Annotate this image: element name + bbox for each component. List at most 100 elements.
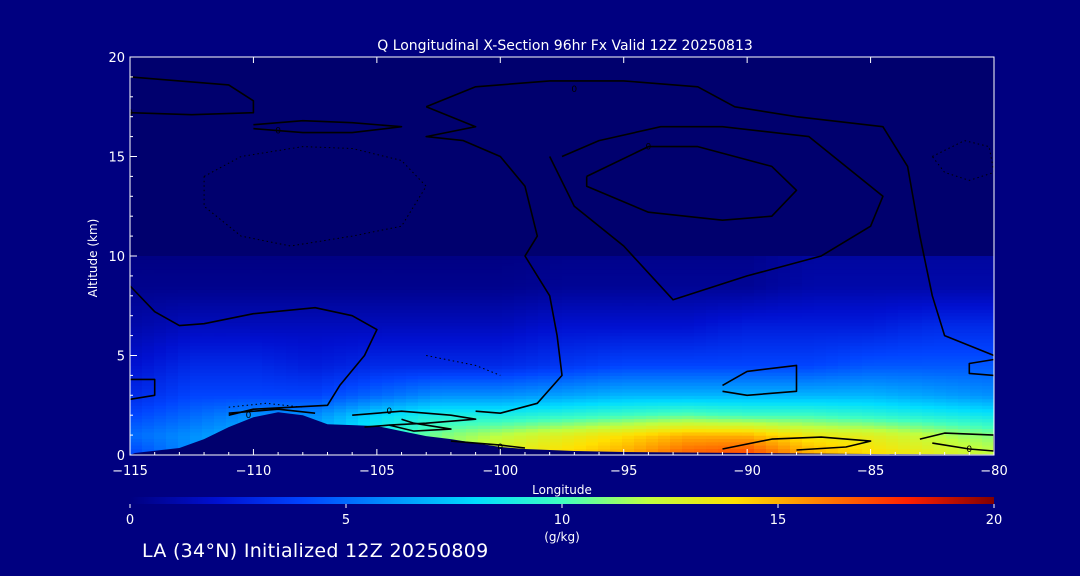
heat-cell: [634, 325, 647, 330]
heat-cell: [394, 335, 407, 340]
heat-cell: [802, 368, 815, 373]
heat-cell: [394, 269, 407, 274]
heat-cell: [850, 315, 863, 320]
heat-cell: [250, 312, 263, 317]
heat-cell: [406, 289, 419, 294]
heat-cell: [658, 262, 671, 267]
heat-cell: [910, 431, 923, 436]
heat-cell: [886, 289, 899, 294]
heat-cell: [406, 372, 419, 376]
heat-cell: [562, 282, 575, 287]
heat-cell: [910, 441, 923, 446]
heat-cell: [634, 292, 647, 297]
terrain: [130, 412, 994, 455]
heat-cell: [910, 392, 923, 396]
heat-cell: [538, 355, 551, 360]
heat-cell: [322, 368, 335, 373]
heat-cell: [958, 259, 971, 264]
heat-cell: [382, 259, 395, 264]
heat-cell: [910, 292, 923, 297]
heat-cell: [226, 398, 239, 403]
heat-cell: [598, 325, 611, 330]
heat-cell: [178, 335, 191, 340]
heat-cell: [370, 368, 383, 373]
heat-cell: [442, 352, 455, 357]
heat-cell: [826, 348, 839, 353]
heat-cell: [682, 312, 695, 317]
y-tick-label: 10: [108, 250, 125, 265]
heat-cell: [166, 285, 179, 290]
heat-cell: [562, 392, 575, 396]
heat-cell: [754, 441, 767, 446]
heat-cell: [766, 256, 779, 260]
heat-cell: [310, 269, 323, 274]
heat-cell: [934, 332, 947, 337]
heat-cell: [634, 312, 647, 317]
heat-cell: [142, 275, 155, 280]
heat-cell: [154, 348, 167, 353]
heat-cell: [814, 365, 827, 370]
heat-cell: [382, 365, 395, 370]
heat-cell: [502, 292, 515, 297]
x-tick-label: −85: [857, 464, 884, 479]
heat-cell: [874, 289, 887, 294]
heat-cell: [886, 428, 899, 433]
heat-cell: [514, 312, 527, 317]
heat-cell: [526, 342, 539, 347]
heat-cell: [358, 289, 371, 294]
heat-cell: [670, 352, 683, 357]
heat-cell: [358, 266, 371, 270]
heat-cell: [190, 342, 203, 347]
heat-cell: [442, 375, 455, 380]
heat-cell: [358, 368, 371, 373]
heat-cell: [538, 392, 551, 396]
heat-cell: [778, 362, 791, 366]
heat-cell: [946, 348, 959, 353]
heat-cell: [370, 398, 383, 403]
heat-cell: [430, 279, 443, 284]
heat-cell: [598, 421, 611, 426]
heat-cell: [622, 256, 635, 260]
heat-cell: [214, 338, 227, 343]
heat-cell: [766, 309, 779, 313]
heat-cell: [730, 302, 743, 307]
heat-cell: [418, 275, 431, 280]
heat-cell: [262, 395, 275, 400]
heat-cell: [262, 259, 275, 264]
heat-cell: [214, 385, 227, 390]
heat-cell: [886, 445, 899, 449]
heat-cell: [202, 312, 215, 317]
heat-cell: [274, 319, 287, 323]
heat-cell: [682, 405, 695, 410]
heat-cell: [190, 345, 203, 350]
x-tick-label: −110: [236, 464, 272, 479]
heat-cell: [778, 428, 791, 433]
heat-cell: [874, 418, 887, 423]
heat-cell: [634, 282, 647, 287]
heat-cell: [214, 285, 227, 290]
heat-cell: [790, 401, 803, 406]
heat-cell: [214, 425, 227, 429]
heat-cell: [550, 392, 563, 396]
heat-cell: [622, 398, 635, 403]
heat-cell: [646, 415, 659, 420]
heat-cell: [322, 388, 335, 393]
heat-cell: [238, 289, 251, 294]
heat-cell: [778, 405, 791, 410]
heat-cell: [586, 415, 599, 420]
heat-cell: [634, 385, 647, 390]
heat-cell: [682, 448, 695, 453]
heat-cell: [730, 368, 743, 373]
heat-cell: [430, 269, 443, 274]
heat-cell: [514, 262, 527, 267]
heat-cell: [406, 295, 419, 300]
heat-cell: [970, 266, 983, 270]
heat-cell: [586, 329, 599, 333]
heat-cell: [550, 368, 563, 373]
heat-cell: [454, 408, 467, 413]
heat-cell: [874, 355, 887, 360]
heat-cell: [442, 401, 455, 406]
heat-cell: [946, 319, 959, 323]
heat-cell: [886, 299, 899, 303]
heat-cell: [862, 368, 875, 373]
